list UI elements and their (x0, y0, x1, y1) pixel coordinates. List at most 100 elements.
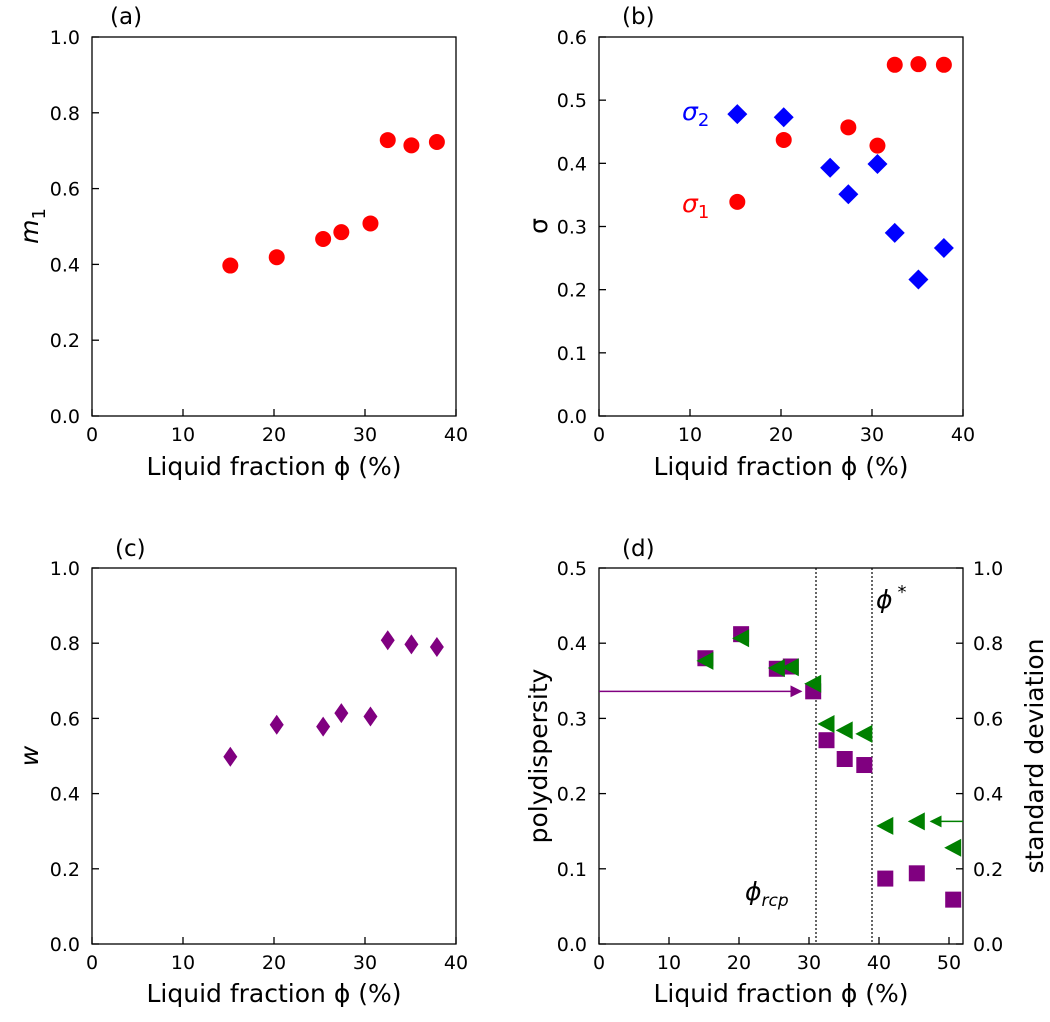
data-point (869, 137, 886, 154)
x-tick-label: 0 (593, 424, 605, 446)
y-tick-label: 0.0 (50, 406, 80, 428)
x-tick-label: 10 (171, 424, 195, 446)
y-tick-label: 0.5 (557, 90, 587, 112)
y-tick-label: 0.4 (50, 254, 80, 276)
data-point (945, 891, 962, 908)
data-point (404, 634, 419, 655)
panel-b-marks (727, 56, 954, 290)
y-tick-label: 0.2 (50, 859, 80, 881)
data-point (316, 716, 331, 737)
y-tick-label: 0.1 (557, 343, 587, 365)
y-tick-label: 1.0 (50, 27, 80, 49)
panel-c-marks (223, 630, 444, 767)
x-tick-label: 0 (86, 424, 98, 446)
x-tick-label: 30 (797, 952, 821, 974)
data-point (908, 865, 925, 882)
data-point (773, 107, 794, 128)
data-point (269, 714, 284, 735)
y-right-tick-label: 0.6 (973, 708, 1003, 730)
data-point (268, 249, 285, 266)
y-tick-label: 0.8 (50, 633, 80, 655)
x-tick-label: 20 (769, 424, 793, 446)
y-tick-label: 0.0 (50, 934, 80, 956)
data-point (729, 193, 746, 210)
y-right-tick-label: 1.0 (973, 558, 1003, 580)
panel-d-marks (599, 626, 963, 908)
data-point (908, 269, 929, 290)
data-point (362, 215, 379, 232)
x-tick-label: 40 (444, 952, 468, 974)
panel-b-frame (598, 36, 964, 417)
panel-d-ylabel: polydispersity (524, 668, 553, 843)
x-tick-label: 30 (353, 424, 377, 446)
x-tick-label: 20 (262, 424, 286, 446)
y-tick-label: 0.4 (50, 784, 80, 806)
x-tick-label: 10 (657, 952, 681, 974)
data-point (767, 659, 785, 678)
data-point (781, 658, 799, 677)
data-point (333, 224, 350, 241)
panel-c-frame (91, 567, 457, 945)
data-point (877, 870, 894, 887)
data-point (933, 237, 954, 258)
y-tick-label: 0.0 (557, 406, 587, 428)
x-tick-label: 40 (867, 952, 891, 974)
x-tick-label: 30 (353, 952, 377, 974)
panel-c-axes: 0 10 20 30 40 0.0 0.2 0.4 0.6 0.8 1.0 (50, 558, 468, 974)
panel-d-ylabel-right: standard deviation (1020, 638, 1049, 873)
panel-a-ylabel: m1 (15, 208, 50, 244)
data-point (428, 133, 445, 150)
data-point (222, 257, 239, 274)
panel-d-axes: 0 10 20 30 40 50 0.0 0.1 0.2 0.3 0.4 0.5 0.0 0.2 0.4 0.… (557, 558, 1003, 974)
panel-c-ylabel: w (15, 745, 44, 766)
phi-rcp-label: ϕrcp (745, 877, 789, 911)
data-point (855, 724, 873, 743)
data-point (223, 746, 238, 767)
x-tick-label: 40 (444, 424, 468, 446)
panel-d: (d) Liquid fraction ϕ (%) polydispersity… (524, 536, 1049, 1008)
y-tick-label: 0.3 (557, 217, 587, 239)
x-tick-label: 30 (860, 424, 884, 446)
data-point (727, 104, 748, 125)
data-point (403, 137, 420, 154)
data-point (838, 184, 859, 205)
y-tick-label: 0.2 (557, 784, 587, 806)
data-point (817, 715, 835, 734)
panel-a-marks (222, 132, 445, 274)
panel-b: (b) Liquid fraction ϕ (%) σ σ2 σ1 0 10 20 3… (524, 4, 975, 481)
y-right-tick-label: 0.0 (973, 934, 1003, 956)
y-tick-label: 0.5 (557, 558, 587, 580)
data-point (886, 56, 903, 73)
panel-b-label: (b) (622, 4, 655, 30)
y-tick-label: 1.0 (50, 558, 80, 580)
panel-a-label: (a) (110, 4, 142, 30)
data-point (935, 56, 952, 73)
y-tick-label: 0.3 (557, 708, 587, 730)
x-tick-label: 20 (262, 952, 286, 974)
x-tick-label: 50 (937, 952, 961, 974)
data-point (380, 630, 395, 651)
x-tick-label: 10 (171, 952, 195, 974)
y-tick-label: 0.6 (557, 27, 587, 49)
data-point (856, 757, 873, 774)
panel-a-xlabel: Liquid fraction ϕ (%) (146, 452, 401, 481)
panel-a: (a) Liquid fraction ϕ (%) m1 0 10 20 30 40 0.… (15, 4, 468, 481)
data-point (334, 703, 349, 724)
data-point (818, 732, 835, 749)
data-point (867, 153, 888, 174)
x-tick-label: 0 (593, 952, 605, 974)
data-point (804, 674, 822, 693)
panel-b-ylabel: σ (524, 218, 553, 234)
y-right-tick-label: 0.8 (973, 633, 1003, 655)
x-tick-label: 40 (951, 424, 975, 446)
data-point (835, 721, 853, 740)
data-point (944, 838, 962, 857)
panel-d-frame (598, 567, 964, 945)
y-tick-label: 0.2 (557, 280, 587, 302)
data-point (910, 56, 927, 73)
data-point (884, 222, 905, 243)
x-tick-label: 20 (727, 952, 751, 974)
y-right-tick-label: 0.2 (973, 859, 1003, 881)
sigma2-annotation: σ2 (682, 97, 709, 131)
